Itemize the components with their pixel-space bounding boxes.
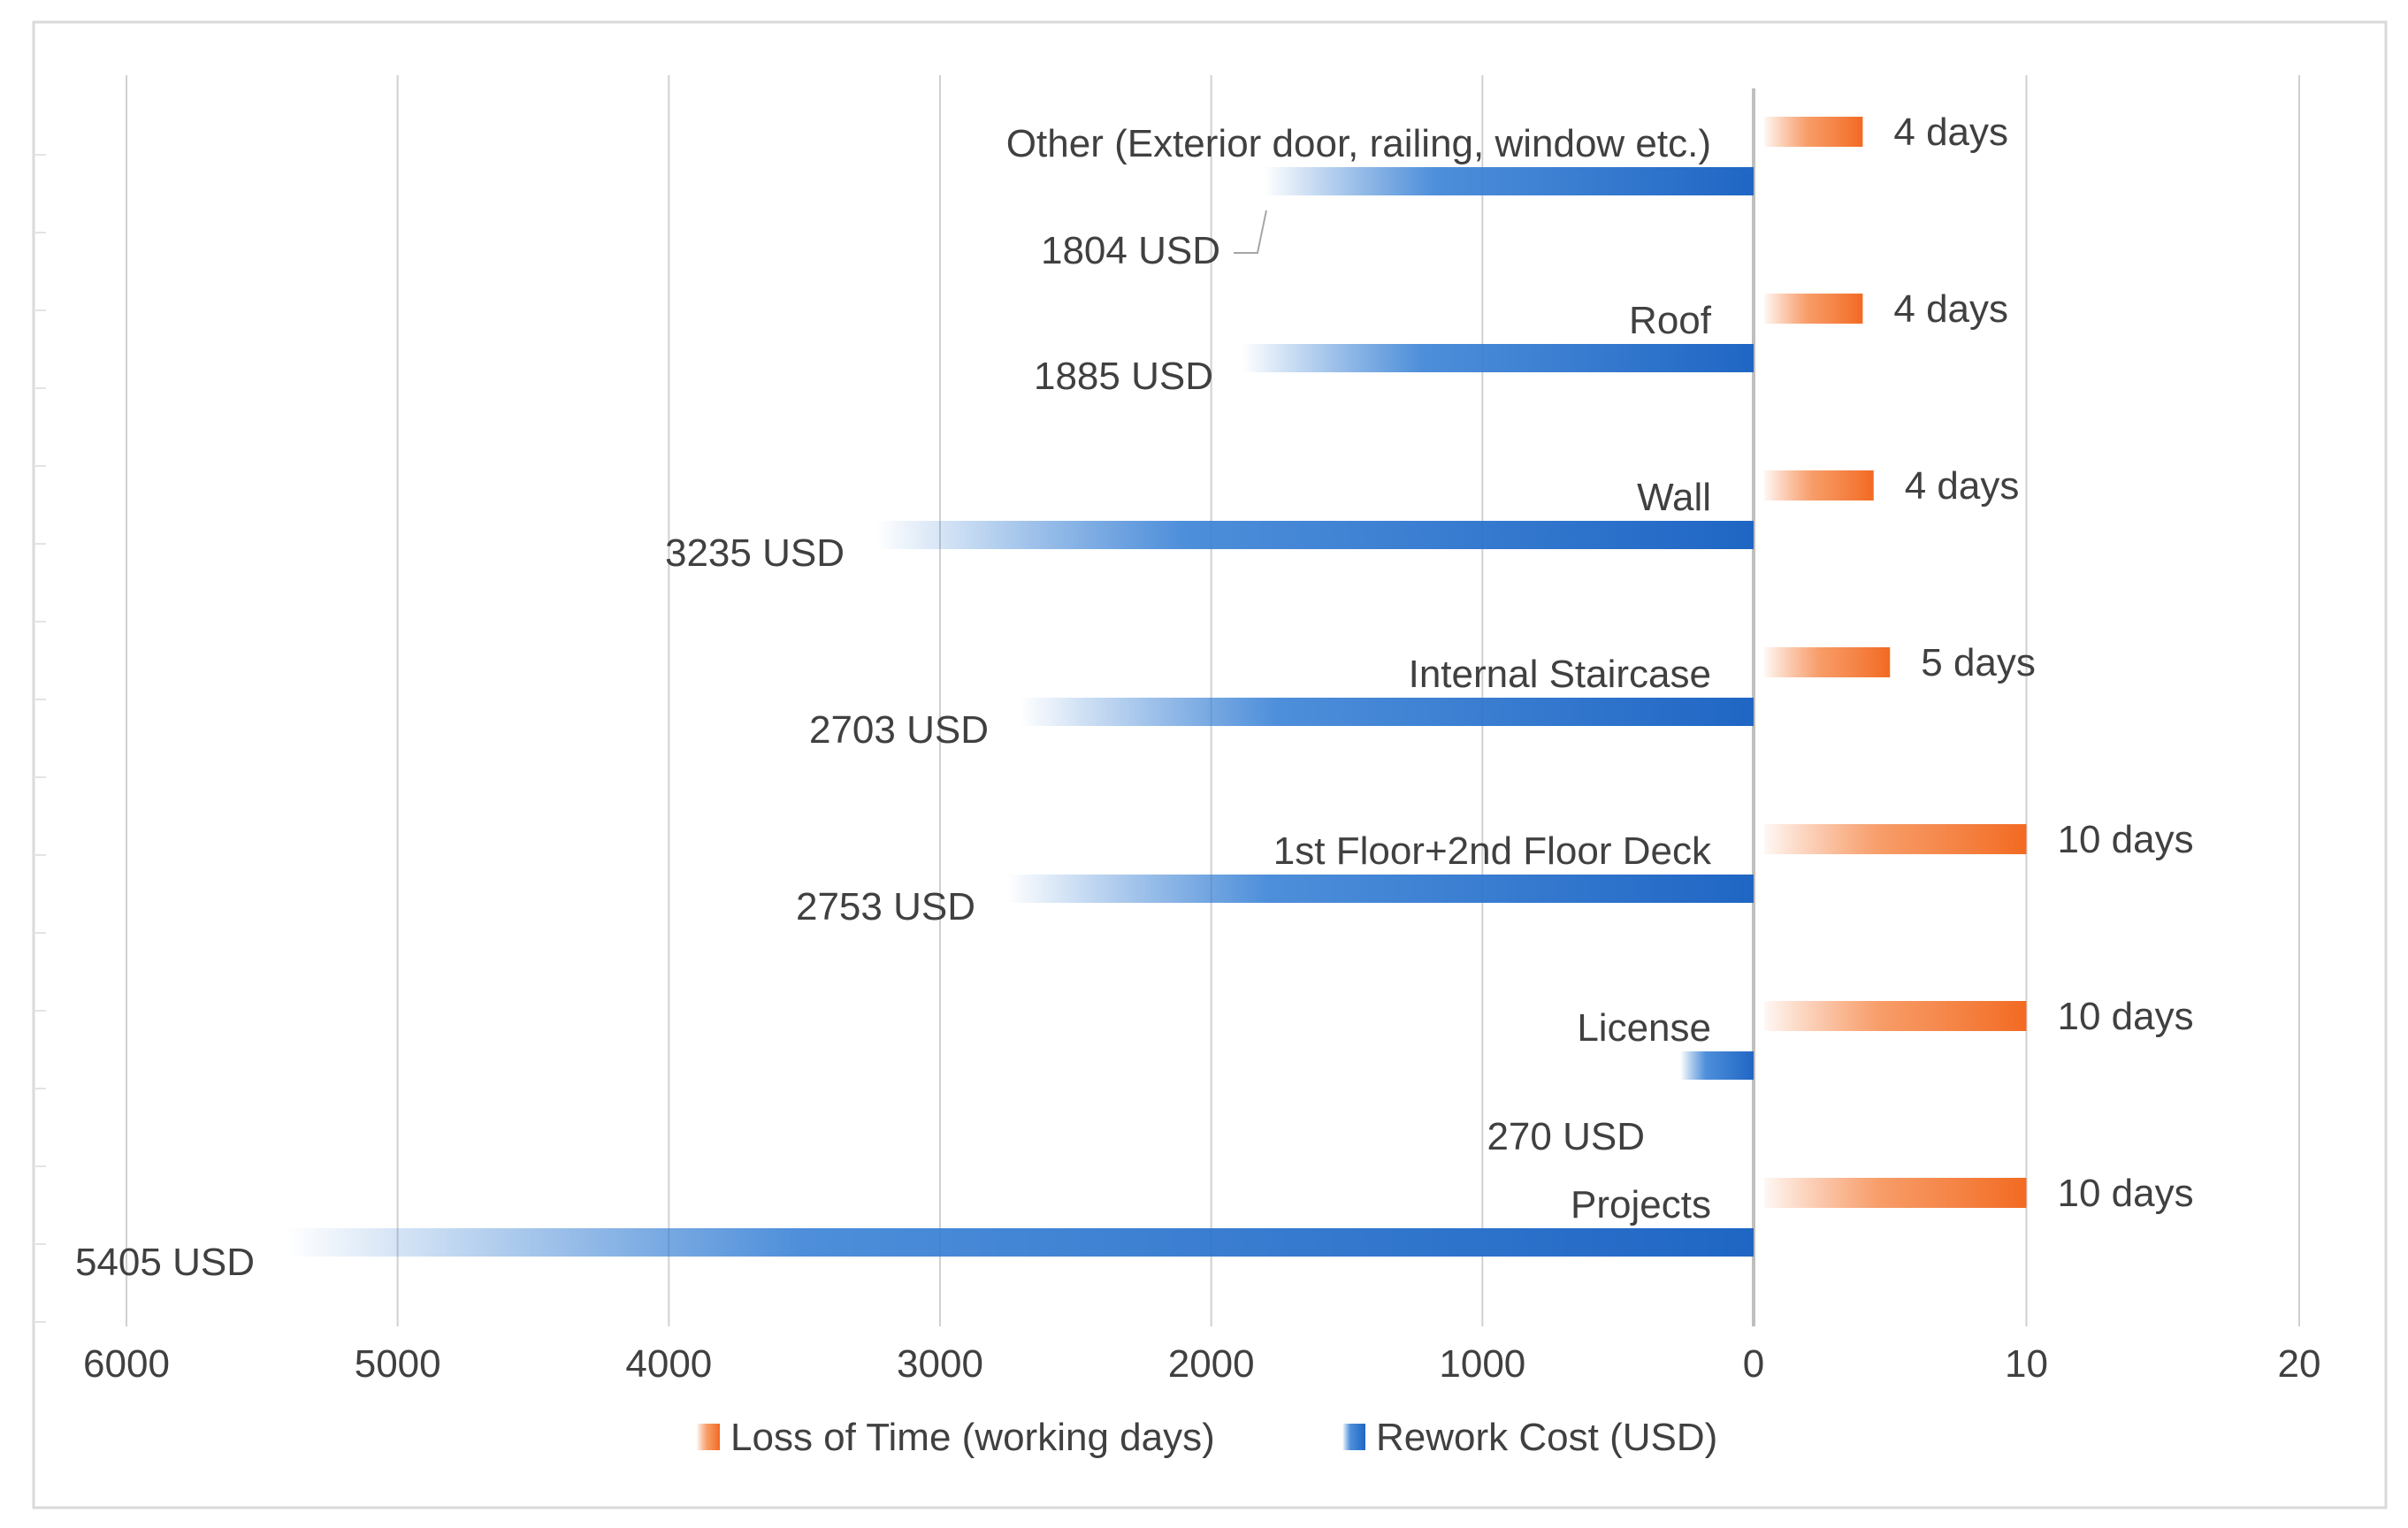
time-bar — [1764, 294, 1863, 324]
category-label: Roof — [1629, 299, 1712, 342]
cost-bar — [1680, 1051, 1754, 1080]
time-bar — [1764, 1178, 2027, 1208]
time-data-label: 4 days — [1893, 287, 2008, 331]
x-tick-label: 1000 — [1439, 1342, 1525, 1386]
chart-frame — [32, 20, 2388, 1509]
category-label: 1st Floor+2nd Floor Deck — [1273, 829, 1712, 873]
legend-swatch-cost — [1342, 1424, 1365, 1450]
time-bar — [1764, 470, 1874, 500]
axis-tick-labels: 6000 5000 4000 3000 2000 1000 0 10 20 — [83, 1342, 2320, 1386]
x-tick-label: 2000 — [1168, 1342, 1255, 1386]
time-bar — [1764, 1001, 2027, 1031]
x-tick-label: 10 — [2005, 1342, 2048, 1386]
x-tick-label: 3000 — [897, 1342, 983, 1386]
leader-line — [1234, 210, 1267, 254]
time-data-label: 10 days — [2058, 818, 2194, 861]
cost-data-label: 270 USD — [1487, 1115, 1645, 1158]
x-tick-label: 5000 — [355, 1342, 441, 1386]
cost-bar — [1006, 875, 1754, 903]
category-label: Other (Exterior door, railing, window et… — [1006, 122, 1711, 165]
cost-bar — [1264, 167, 1754, 195]
category-label: License — [1577, 1006, 1711, 1050]
legend-item-cost: Rework Cost (USD) — [1342, 1416, 1717, 1459]
time-data-label: 4 days — [1905, 464, 2020, 508]
time-bar — [1764, 647, 1891, 677]
cost-bar — [875, 521, 1754, 549]
legend-item-time: Loss of Time (working days) — [697, 1416, 1215, 1459]
cost-data-label: 1804 USD — [1041, 229, 1220, 272]
x-tick-label: 6000 — [83, 1342, 170, 1386]
cost-data-label: 2703 USD — [809, 708, 989, 752]
category-label: Wall — [1637, 476, 1711, 519]
time-bar — [1764, 824, 2027, 854]
legend-label-cost: Rework Cost (USD) — [1376, 1416, 1717, 1459]
cost-bar — [287, 1228, 1754, 1257]
bars — [287, 117, 2027, 1257]
cost-data-label: 1885 USD — [1034, 355, 1213, 398]
cost-data-label: 5405 USD — [75, 1241, 255, 1284]
cost-data-label: 2753 USD — [796, 885, 975, 928]
cost-bar — [1242, 344, 1754, 372]
x-tick-label: 0 — [1743, 1342, 1764, 1386]
time-data-label: 5 days — [1921, 641, 2036, 684]
cost-data-label: 3235 USD — [665, 531, 845, 575]
x-tick-label: 20 — [2278, 1342, 2321, 1386]
time-data-label: 10 days — [2058, 1172, 2194, 1215]
category-label: Projects — [1571, 1183, 1711, 1226]
x-tick-label: 4000 — [625, 1342, 712, 1386]
time-data-label: 4 days — [1893, 111, 2008, 154]
category-label: Internal Staircase — [1409, 653, 1711, 696]
time-bar — [1764, 117, 1863, 147]
data-labels: Other (Exterior door, railing, window et… — [75, 111, 2194, 1284]
legend-label-time: Loss of Time (working days) — [730, 1416, 1215, 1459]
time-data-label: 10 days — [2058, 995, 2194, 1038]
cost-bar — [1021, 698, 1754, 726]
left-edge-ticks — [34, 154, 46, 1323]
legend-swatch-time — [697, 1424, 720, 1450]
legend: Loss of Time (working days) Rework Cost (… — [697, 1416, 1717, 1459]
